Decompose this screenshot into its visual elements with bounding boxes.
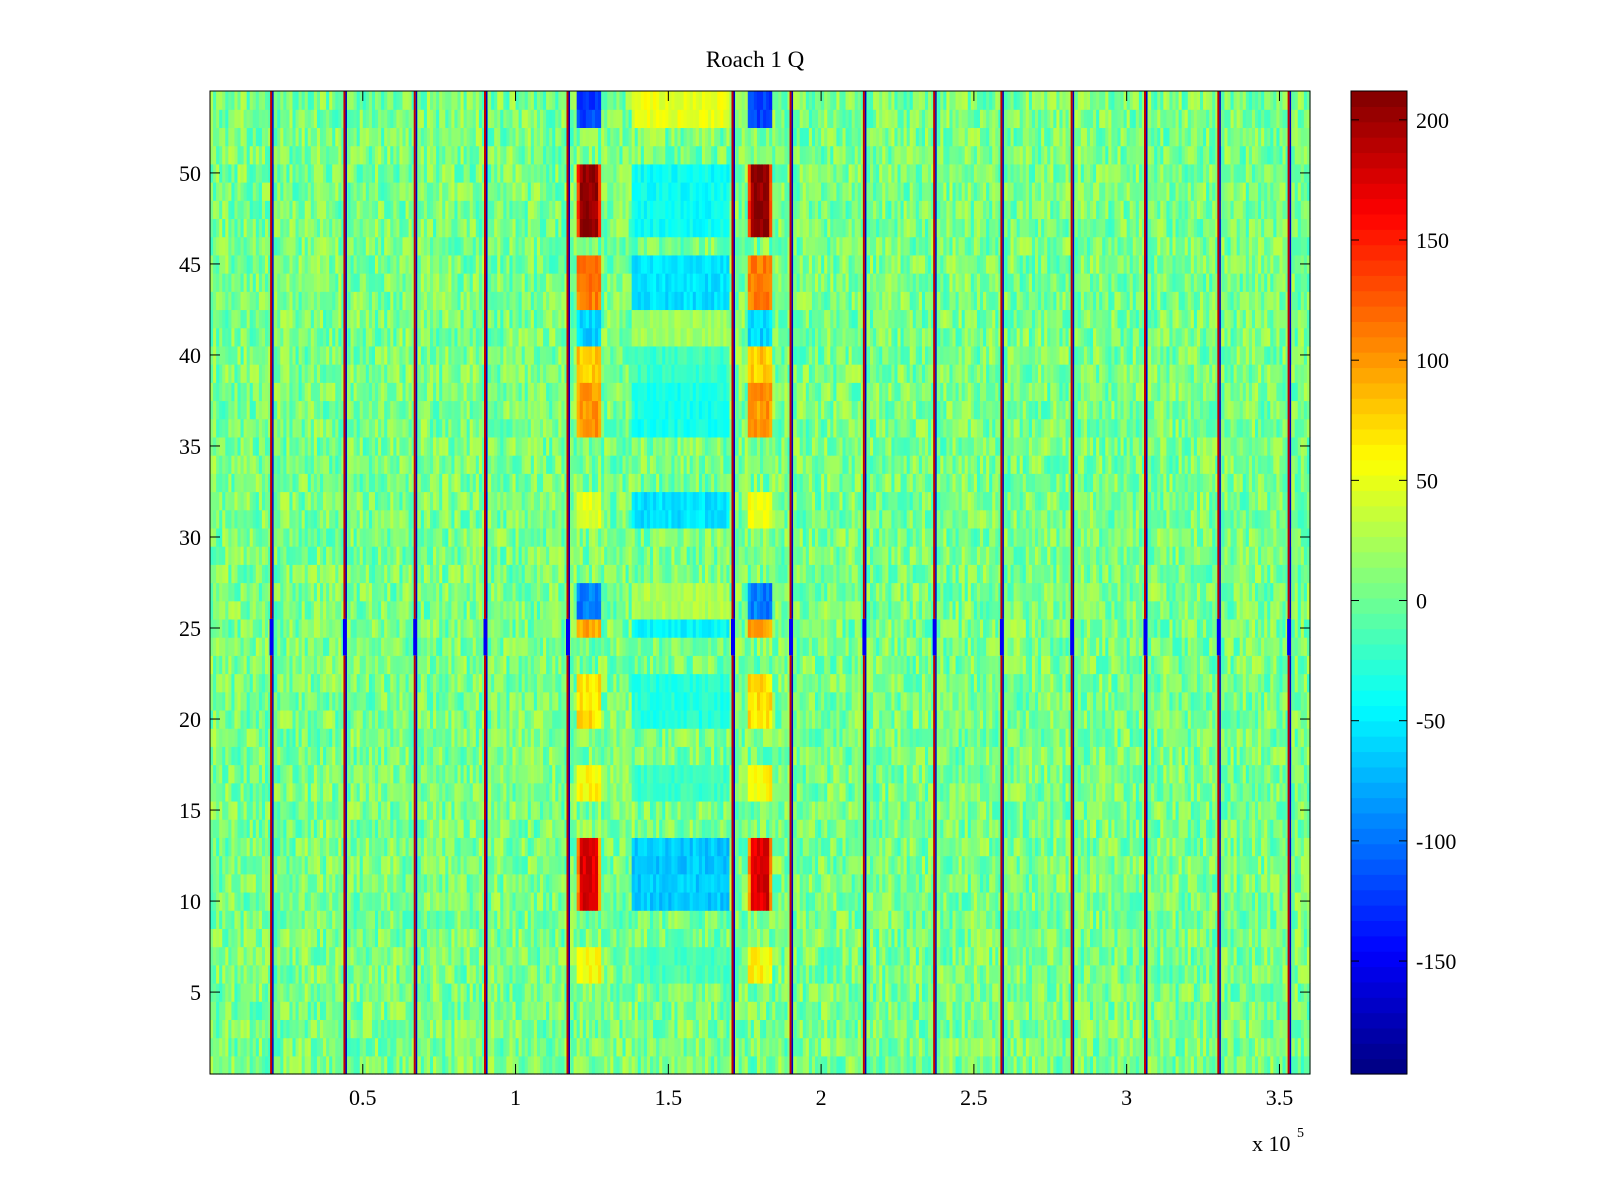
chart-title: Roach 1 Q <box>706 47 805 72</box>
heatmap-cells <box>210 91 1311 1075</box>
heatmap-figure: Roach 1 Q 0.5 1 1.5 2 2.5 3 3.5 51015202530354… <box>0 0 1600 1200</box>
